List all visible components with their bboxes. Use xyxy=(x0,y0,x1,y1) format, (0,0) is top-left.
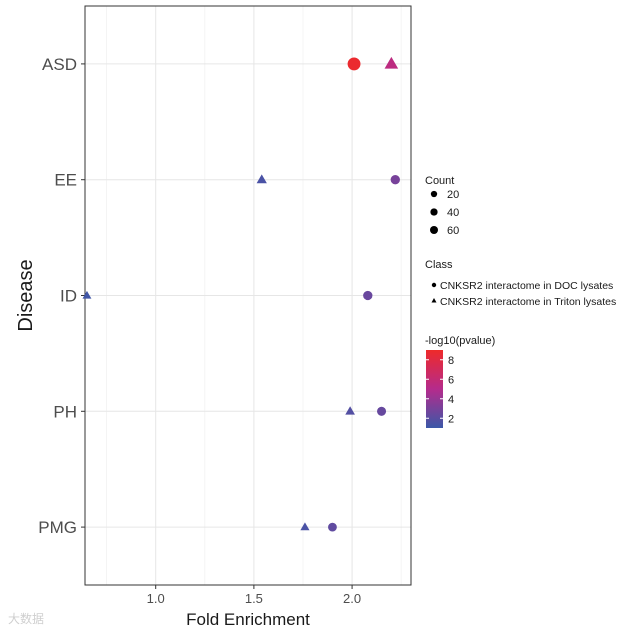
y-tick-label: ID xyxy=(60,287,77,306)
data-point-circle xyxy=(347,57,361,71)
shape-legend-key-circle xyxy=(431,282,437,288)
x-tick-label: 2.0 xyxy=(343,591,361,606)
y-tick-label: EE xyxy=(54,171,77,190)
color-bar xyxy=(426,350,443,428)
x-tick-label: 1.5 xyxy=(245,591,263,606)
y-tick-label: PMG xyxy=(38,518,77,537)
y-tick-label: ASD xyxy=(42,55,77,74)
y-axis-title: Disease xyxy=(15,259,37,331)
size-legend-key xyxy=(429,225,439,235)
size-legend-label: 40 xyxy=(447,207,459,219)
shape-legend-title: Class xyxy=(425,259,453,271)
shape-legend-label: CNKSR2 interactome in DOC lysates xyxy=(440,280,613,292)
x-axis-title: Fold Enrichment xyxy=(186,610,310,629)
data-point-triangle xyxy=(256,174,267,184)
size-legend-title: Count xyxy=(425,175,454,187)
data-point-triangle xyxy=(345,406,355,415)
data-point-triangle xyxy=(384,56,399,69)
color-bar-label: 6 xyxy=(448,374,454,386)
data-point-triangle xyxy=(300,522,310,531)
size-legend-key xyxy=(430,208,438,216)
data-point-circle xyxy=(390,175,400,185)
shape-legend-label: CNKSR2 interactome in Triton lysates xyxy=(440,296,616,308)
data-point-circle xyxy=(377,406,387,416)
shape-legend-key-triangle xyxy=(431,298,437,303)
size-legend-key xyxy=(430,190,438,198)
size-legend-label: 20 xyxy=(447,189,459,201)
color-bar-label: 4 xyxy=(448,394,454,406)
data-point-circle xyxy=(328,522,337,532)
data-point-circle xyxy=(363,290,373,301)
y-tick-label: PH xyxy=(53,402,77,421)
color-bar-label: 8 xyxy=(448,355,454,367)
color-legend-title: -log10(pvalue) xyxy=(425,335,495,347)
data-point-triangle xyxy=(82,290,92,299)
watermark: 大数据 xyxy=(8,612,45,626)
x-tick-label: 1.0 xyxy=(147,591,165,606)
size-legend-label: 60 xyxy=(447,225,459,237)
color-bar-label: 2 xyxy=(448,413,454,425)
